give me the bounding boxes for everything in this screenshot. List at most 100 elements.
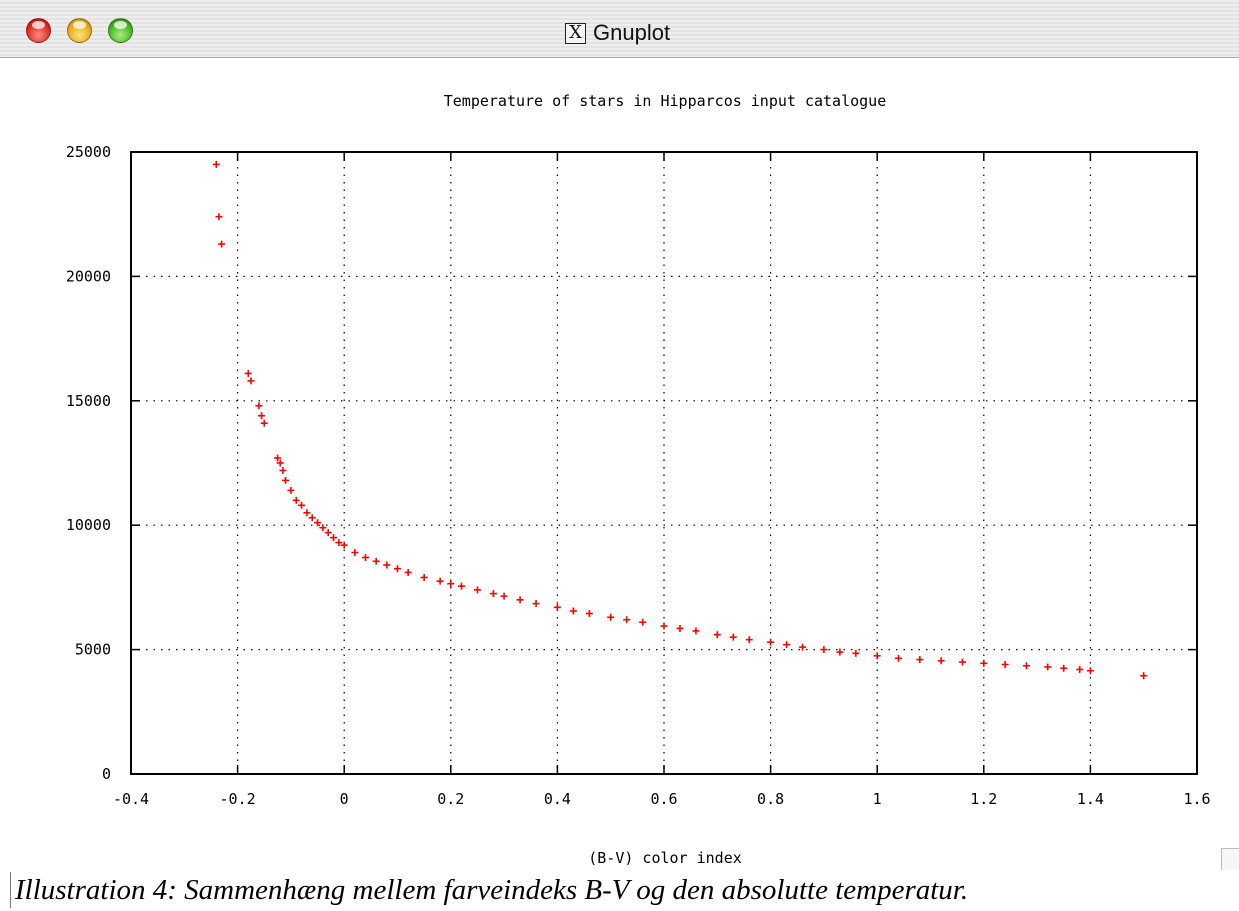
zoom-button[interactable] [108, 18, 133, 43]
data-point [260, 419, 268, 427]
data-point [279, 466, 287, 474]
figure-caption: Illustration 4: Sammenhæng mellem farvei… [10, 872, 968, 908]
data-point [394, 565, 401, 573]
grid-lines [131, 152, 1197, 774]
y-tick-label: 5000 [75, 641, 111, 659]
x-tick-label: 1.2 [970, 790, 997, 808]
x-tick-label: 1.6 [1183, 790, 1210, 808]
data-point [569, 607, 577, 615]
data-point [745, 636, 753, 644]
data-point [713, 631, 721, 639]
data-point [420, 573, 428, 581]
x-tick-label: -0.4 [113, 790, 149, 808]
data-point [215, 213, 223, 221]
x-tick-label: 1 [873, 790, 882, 808]
scatter-chart: -0.4 -0.2 0 0.2 0.4 0.6 0.8 1 1.2 1.4 1.6 0 5000 1000… [66, 92, 1211, 867]
data-point [767, 638, 775, 646]
data-point [1086, 667, 1094, 675]
data-point [676, 624, 684, 632]
data-point [276, 459, 284, 467]
data-point [247, 377, 255, 385]
data-point [457, 582, 465, 590]
data-point [1022, 662, 1030, 670]
data-point [489, 590, 497, 598]
data-point [303, 509, 311, 517]
data-point [516, 596, 524, 604]
window-title-group: X Gnuplot [565, 20, 671, 45]
data-point [324, 529, 332, 537]
data-point [873, 652, 881, 660]
x-tick-label: 0 [340, 790, 349, 808]
data-point [916, 656, 924, 664]
data-point [895, 654, 903, 662]
data-point [340, 541, 348, 549]
data-point [274, 454, 282, 462]
data-point [836, 648, 844, 656]
data-point [799, 643, 807, 651]
data-point [1001, 661, 1009, 669]
data-point [958, 658, 966, 666]
gnuplot-window: X Gnuplot -0.4 -0.2 0 0.2 0.4 0.6 0.8 1 1.2 1.4 1.… [0, 0, 1239, 870]
data-point [852, 649, 860, 657]
axis-ticks: -0.4 -0.2 0 0.2 0.4 0.6 0.8 1 1.2 1.4 1.6 0 5000 1000… [66, 143, 1211, 808]
chart-title: Temperature of stars in Hipparcos input … [444, 92, 887, 110]
y-tick-label: 25000 [66, 143, 111, 161]
data-point [1140, 672, 1148, 680]
data-point [639, 618, 647, 626]
data-point [308, 514, 316, 522]
data-point [447, 580, 455, 588]
window-title: Gnuplot [593, 20, 671, 45]
data-point [335, 539, 343, 547]
x-tick-label: -0.2 [220, 790, 256, 808]
data-point [314, 519, 322, 527]
data-point [351, 549, 359, 557]
data-point [404, 568, 412, 576]
data-point [218, 240, 226, 248]
data-point [623, 616, 631, 624]
x-tick-label: 0.2 [437, 790, 464, 808]
window-titlebar[interactable]: X Gnuplot [0, 0, 1239, 58]
data-point [980, 659, 988, 667]
resize-grip-icon[interactable] [1221, 848, 1239, 870]
data-point [292, 496, 300, 504]
data-point [820, 646, 828, 654]
data-point [298, 501, 306, 509]
x-tick-label: 1.4 [1077, 790, 1104, 808]
x-tick-label: 0.4 [544, 790, 571, 808]
data-point [1076, 666, 1084, 674]
x-axis-label: (B-V) color index [588, 849, 742, 867]
y-tick-label: 0 [102, 765, 111, 783]
plot-frame [130, 151, 1198, 775]
x-tick-label: 0.6 [650, 790, 677, 808]
y-tick-label: 20000 [66, 267, 111, 285]
data-point [585, 610, 593, 618]
data-point [1060, 664, 1068, 672]
data-point [500, 592, 508, 600]
data-points [212, 160, 1148, 680]
data-point [362, 554, 370, 562]
data-point [783, 641, 791, 649]
y-tick-label: 10000 [66, 516, 111, 534]
data-point [255, 402, 263, 410]
data-point [372, 557, 380, 565]
data-point [937, 657, 945, 665]
minimize-button[interactable] [67, 18, 92, 43]
data-point [692, 627, 700, 635]
data-point [660, 622, 668, 630]
data-point [607, 613, 615, 621]
x11-icon: X [565, 22, 586, 44]
close-button[interactable] [26, 18, 51, 43]
data-point [319, 524, 327, 532]
data-point [330, 534, 338, 542]
data-point [287, 486, 295, 494]
data-point [383, 561, 391, 569]
data-point [212, 160, 220, 168]
data-point [532, 600, 540, 608]
data-point [282, 476, 290, 484]
data-point [1044, 663, 1052, 671]
data-point [244, 369, 252, 377]
data-point [473, 586, 481, 594]
y-tick-label: 15000 [66, 392, 111, 410]
data-point [258, 412, 266, 420]
data-point [729, 633, 737, 641]
